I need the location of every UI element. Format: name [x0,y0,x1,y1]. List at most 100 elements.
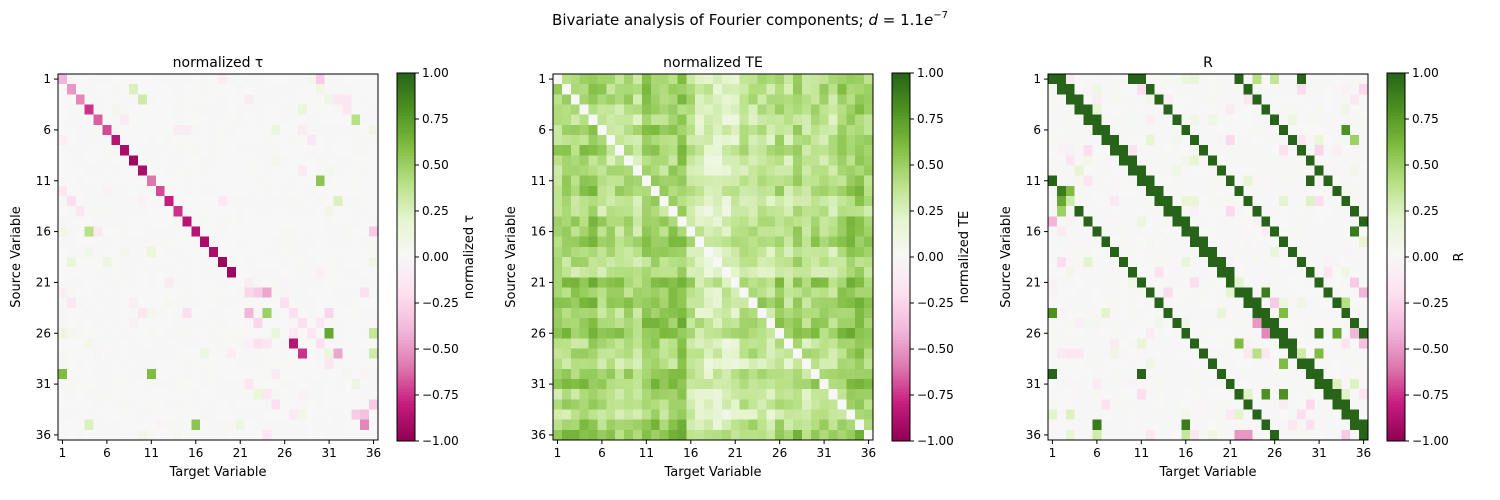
colorbar-segment [1387,152,1405,157]
heatmap-cell [1190,307,1200,319]
heatmap-cell [1172,74,1182,85]
heatmap-cell [1279,287,1289,299]
heatmap-cell [1296,145,1307,156]
heatmap-cell [298,145,308,156]
heatmap-cell [75,328,86,339]
heatmap-cell [730,419,741,431]
heatmap-cell [1341,389,1351,400]
heatmap-cell [1074,277,1084,288]
heatmap-cell [597,84,607,95]
heatmap-cell [1092,358,1102,370]
heatmap-cell [111,185,121,197]
heatmap-cell [1234,419,1244,431]
heatmap-cell [713,338,723,349]
y-tick-label: 21 [1026,275,1041,289]
heatmap-cell [1101,145,1111,156]
heatmap-cell [837,216,847,227]
heatmap-cell [570,94,581,105]
heatmap-cell [271,277,281,288]
heatmap-cell [1092,206,1102,217]
heatmap-cell [1163,338,1173,349]
heatmap-cell [218,114,228,126]
heatmap-cell [819,348,829,360]
heatmap-cell [641,287,652,299]
colorbar-segment [1387,266,1405,270]
heatmap-cell [1234,389,1244,400]
heatmap-cell [1119,124,1129,136]
heatmap-cell [633,429,643,441]
heatmap-cell [315,297,326,309]
heatmap-cell [369,328,379,339]
heatmap-cell [739,379,749,390]
heatmap-cell [173,185,183,197]
heatmap-cell [784,297,794,309]
heatmap-cell [253,429,263,441]
heatmap-cell [1225,94,1236,105]
heatmap-cell [280,145,290,156]
heatmap-cell [351,318,361,329]
heatmap-cell [164,287,174,299]
heatmap-cell [641,429,652,441]
heatmap-cell [333,74,343,85]
colorbar-segment [892,309,910,313]
heatmap-cell [280,84,290,95]
heatmap-cell [164,277,174,288]
heatmap-cell [1065,277,1076,288]
heatmap-cell [1225,124,1236,136]
colorbar-segment [397,125,415,129]
heatmap-cell [713,84,723,95]
heatmap-cell [775,185,785,197]
heatmap-cell [1323,429,1333,441]
heatmap-cell [1279,124,1289,136]
heatmap-cell [200,114,210,126]
heatmap-cell [793,328,803,339]
heatmap-cell [182,379,192,390]
heatmap-cell [111,135,121,146]
heatmap-cell [369,419,379,431]
heatmap-cell [182,389,192,400]
heatmap-cell [315,409,326,421]
heatmap-cell [1359,419,1369,431]
heatmap-cell [695,196,705,207]
heatmap-cell [1296,409,1307,421]
colorbar-segment [397,303,415,307]
heatmap-cell [561,419,572,431]
heatmap-cell [164,389,174,400]
heatmap-cell [351,196,361,207]
heatmap-cell [615,84,625,95]
heatmap-cell [191,328,201,339]
heatmap-cell [864,277,874,288]
colorbar-segment [397,152,415,157]
heatmap-cell [606,206,616,217]
heatmap-cell [218,246,228,258]
heatmap-cell [1305,389,1316,400]
heatmap-cell [1261,206,1271,217]
heatmap-cell [1190,328,1200,339]
heatmap-cell [164,104,174,116]
heatmap-cell [1288,196,1298,207]
heatmap-cell [226,74,237,85]
heatmap-cell [1154,399,1164,410]
heatmap-cell [191,135,201,146]
heatmap-cell [1323,175,1333,187]
heatmap-cell [146,236,157,248]
heatmap-cell [306,287,317,299]
heatmap-cell [1083,135,1093,146]
colorbar-segment [1387,250,1405,255]
heatmap-cell [1296,399,1307,410]
heatmap-cell [801,358,812,370]
heatmap-cell [1181,94,1191,105]
heatmap-cell [306,226,317,238]
heatmap-cell [75,175,86,187]
colorbar-segment [892,257,910,261]
heatmap-cell [739,135,749,146]
heatmap-cell [810,297,821,309]
heatmap-cell [1323,246,1333,258]
heatmap-cell [1270,114,1280,126]
colorbar-segment [892,315,910,319]
heatmap-cell [1128,236,1138,248]
heatmap-cell [1199,318,1209,329]
heatmap-cell [606,74,616,85]
x-tick-label: 6 [1093,446,1101,460]
colorbar-segment [397,290,415,295]
